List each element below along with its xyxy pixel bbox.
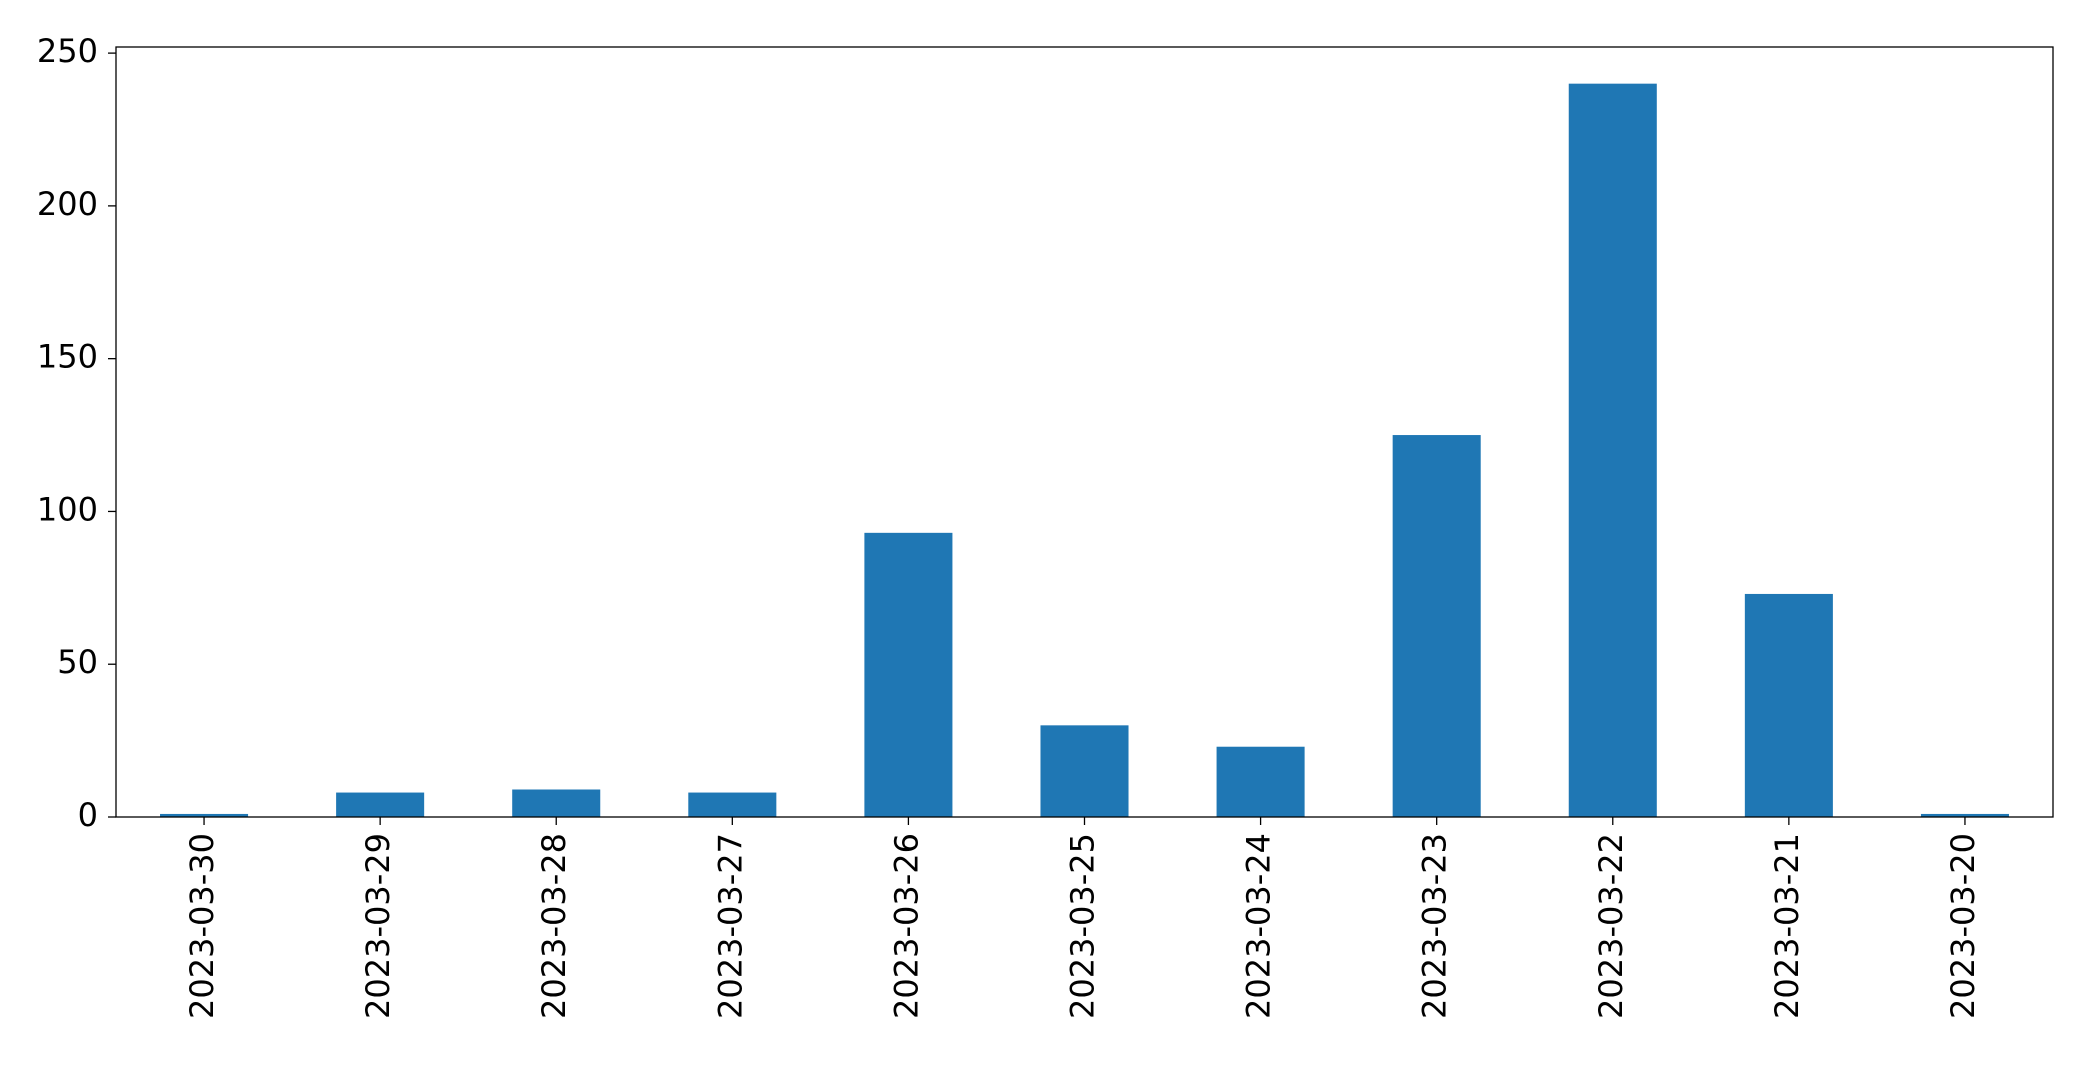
- x-tick-label: 2023-03-23: [1416, 833, 1454, 1019]
- x-tick-label: 2023-03-24: [1240, 833, 1278, 1019]
- x-tick-label: 2023-03-21: [1768, 833, 1806, 1019]
- bar: [512, 789, 601, 817]
- bar: [1568, 83, 1657, 817]
- x-tick-label: 2023-03-20: [1944, 833, 1982, 1019]
- bar: [1920, 813, 2009, 817]
- bar: [1744, 593, 1833, 817]
- x-tick-label: 2023-03-30: [183, 833, 221, 1019]
- y-tick-label: 250: [37, 32, 98, 70]
- x-tick-label: 2023-03-22: [1592, 833, 1630, 1019]
- x-tick-label: 2023-03-29: [359, 833, 397, 1019]
- bar: [688, 792, 777, 817]
- bar: [160, 813, 249, 817]
- bar: [336, 792, 425, 817]
- y-tick-label: 150: [37, 338, 98, 376]
- y-tick-label: 200: [37, 185, 98, 223]
- plot-frame: [115, 46, 2054, 818]
- bar: [1216, 746, 1305, 817]
- y-tick-label: 0: [78, 796, 98, 834]
- x-tick-label: 2023-03-26: [887, 833, 925, 1019]
- x-tick-label: 2023-03-28: [535, 833, 573, 1019]
- y-tick-label: 100: [37, 490, 98, 528]
- x-tick-label: 2023-03-27: [711, 833, 749, 1019]
- bar: [1040, 725, 1129, 817]
- y-tick-label: 50: [57, 643, 98, 681]
- x-tick-label: 2023-03-25: [1064, 833, 1102, 1019]
- bar: [1392, 435, 1481, 817]
- bar: [864, 532, 953, 817]
